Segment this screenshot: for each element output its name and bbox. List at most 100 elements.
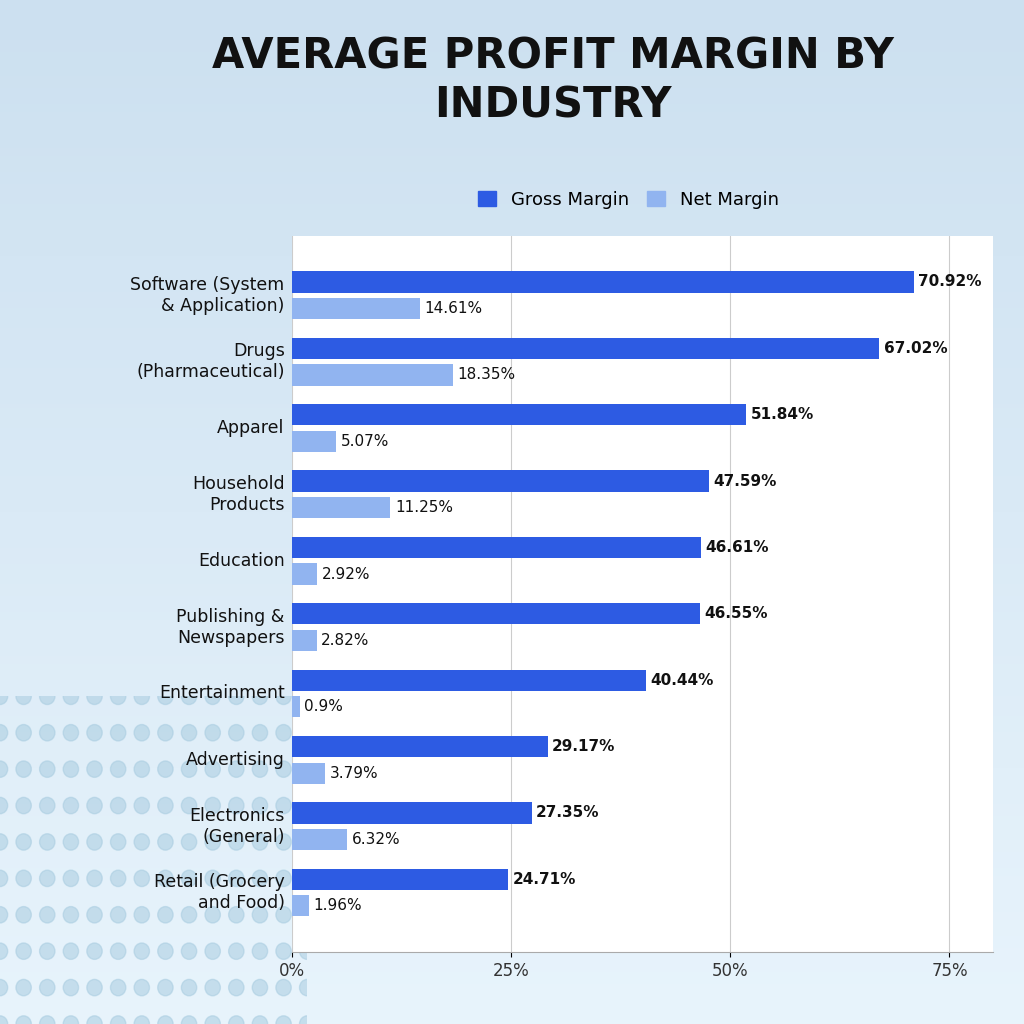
Circle shape — [87, 798, 102, 814]
Bar — [292, 763, 325, 783]
Circle shape — [0, 906, 8, 923]
Text: Advertising: Advertising — [185, 751, 285, 769]
Circle shape — [158, 1016, 173, 1024]
Circle shape — [134, 834, 150, 850]
Circle shape — [63, 688, 79, 705]
Circle shape — [252, 761, 267, 777]
Text: 24.71%: 24.71% — [513, 871, 577, 887]
Text: 70.92%: 70.92% — [919, 274, 982, 290]
Circle shape — [252, 834, 267, 850]
Circle shape — [0, 943, 8, 959]
Circle shape — [205, 979, 220, 995]
Circle shape — [63, 725, 79, 741]
Text: 14.61%: 14.61% — [424, 301, 482, 316]
Circle shape — [40, 798, 55, 814]
Bar — [292, 470, 709, 492]
Circle shape — [16, 798, 32, 814]
Circle shape — [0, 725, 8, 741]
Circle shape — [158, 798, 173, 814]
Circle shape — [228, 761, 244, 777]
Text: 11.25%: 11.25% — [395, 500, 453, 515]
Circle shape — [111, 943, 126, 959]
Circle shape — [252, 1016, 267, 1024]
Circle shape — [0, 1016, 8, 1024]
Circle shape — [134, 906, 150, 923]
Circle shape — [299, 870, 315, 887]
Circle shape — [40, 834, 55, 850]
Bar — [292, 736, 548, 757]
Circle shape — [16, 761, 32, 777]
Bar — [292, 895, 309, 916]
Circle shape — [252, 943, 267, 959]
Circle shape — [16, 834, 32, 850]
Circle shape — [134, 688, 150, 705]
Circle shape — [111, 761, 126, 777]
Circle shape — [134, 870, 150, 887]
Circle shape — [134, 761, 150, 777]
Bar — [292, 696, 300, 718]
Circle shape — [299, 761, 315, 777]
Circle shape — [87, 725, 102, 741]
Circle shape — [16, 725, 32, 741]
Circle shape — [205, 1016, 220, 1024]
Circle shape — [252, 870, 267, 887]
Circle shape — [275, 906, 291, 923]
Text: Education: Education — [198, 552, 285, 569]
Circle shape — [158, 906, 173, 923]
Circle shape — [181, 688, 197, 705]
Bar — [292, 404, 746, 425]
Bar — [292, 868, 509, 890]
Text: 27.35%: 27.35% — [536, 806, 599, 820]
Circle shape — [134, 1016, 150, 1024]
Text: Household
Products: Household Products — [193, 475, 285, 514]
Circle shape — [111, 798, 126, 814]
Circle shape — [134, 725, 150, 741]
Circle shape — [87, 943, 102, 959]
Circle shape — [205, 761, 220, 777]
Bar — [292, 563, 317, 585]
Circle shape — [181, 725, 197, 741]
Circle shape — [40, 725, 55, 741]
Circle shape — [87, 1016, 102, 1024]
Bar — [292, 803, 531, 823]
Circle shape — [275, 798, 291, 814]
Text: 5.07%: 5.07% — [341, 434, 389, 449]
Circle shape — [181, 979, 197, 995]
Circle shape — [252, 798, 267, 814]
Circle shape — [205, 906, 220, 923]
Circle shape — [134, 979, 150, 995]
Circle shape — [111, 834, 126, 850]
Bar — [292, 670, 646, 691]
Circle shape — [111, 906, 126, 923]
Circle shape — [158, 688, 173, 705]
Circle shape — [299, 1016, 315, 1024]
Circle shape — [181, 943, 197, 959]
Circle shape — [111, 725, 126, 741]
Circle shape — [181, 1016, 197, 1024]
Circle shape — [299, 688, 315, 705]
Circle shape — [205, 688, 220, 705]
Text: Entertainment: Entertainment — [159, 684, 285, 702]
Text: 0.9%: 0.9% — [304, 699, 343, 715]
Legend: Gross Margin, Net Margin: Gross Margin, Net Margin — [471, 183, 785, 216]
Circle shape — [87, 906, 102, 923]
Circle shape — [275, 870, 291, 887]
Circle shape — [228, 688, 244, 705]
Circle shape — [275, 1016, 291, 1024]
Text: Apparel: Apparel — [217, 419, 285, 437]
Circle shape — [16, 979, 32, 995]
Circle shape — [181, 761, 197, 777]
Circle shape — [181, 834, 197, 850]
Circle shape — [40, 761, 55, 777]
Text: 67.02%: 67.02% — [884, 341, 947, 356]
Circle shape — [16, 870, 32, 887]
Circle shape — [275, 688, 291, 705]
Circle shape — [63, 761, 79, 777]
Text: AVERAGE PROFIT MARGIN BY
INDUSTRY: AVERAGE PROFIT MARGIN BY INDUSTRY — [212, 36, 894, 126]
Circle shape — [275, 725, 291, 741]
Circle shape — [63, 798, 79, 814]
Circle shape — [228, 725, 244, 741]
Circle shape — [228, 1016, 244, 1024]
Bar — [292, 630, 316, 651]
Circle shape — [16, 943, 32, 959]
